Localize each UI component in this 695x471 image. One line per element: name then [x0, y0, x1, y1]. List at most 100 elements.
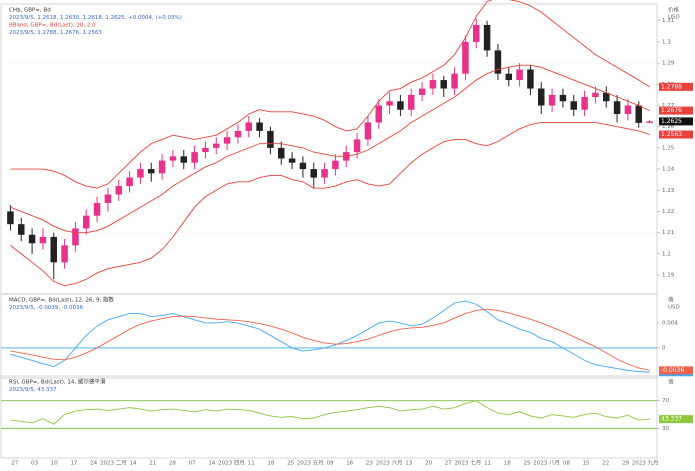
x-tick-label: 27	[11, 461, 18, 467]
candle-body	[462, 41, 469, 74]
candle-body	[28, 234, 36, 244]
axis-title: 价格	[668, 6, 680, 14]
x-tick-label: 09	[327, 461, 334, 467]
x-tick-label: 08	[563, 461, 570, 467]
y-tick-label: 0	[662, 345, 666, 351]
x-tick-label: 29	[622, 461, 629, 467]
candle-body	[39, 236, 47, 244]
x-tick-label: 2023 九月	[632, 459, 659, 467]
x-tick-label: 23	[366, 461, 373, 467]
candle-body	[397, 101, 404, 110]
candle-body	[191, 152, 198, 163]
candle-body	[50, 236, 57, 263]
candle-body	[332, 160, 339, 170]
panel-label: CH$, GBP=, Bd	[9, 8, 51, 14]
candle-body	[115, 186, 122, 195]
x-tick-label: 2023 六月	[376, 459, 403, 467]
y-tick-label: 1.21	[662, 230, 674, 236]
y-tick-label: 1.2	[662, 251, 671, 257]
axis-title: 值	[668, 296, 674, 304]
x-tick-label: 10	[51, 461, 58, 467]
x-tick-label: 07	[189, 461, 196, 467]
x-tick-label: 2023 七月	[455, 459, 482, 467]
candle-body	[180, 156, 187, 163]
candle-body	[559, 94, 567, 102]
x-tick-label: 22	[602, 461, 609, 467]
candle-body	[592, 92, 599, 98]
panel-label: 2023/9/5, -0.0039, -0.0036	[9, 305, 84, 311]
x-tick-label: 20	[425, 461, 432, 467]
x-tick-label: 11	[248, 461, 255, 467]
candle-body	[646, 121, 653, 123]
x-tick-label: 2023 八月	[533, 460, 560, 467]
candle-body	[375, 105, 382, 123]
x-tick-label: 2023 四月	[218, 460, 245, 467]
candle-body	[473, 24, 480, 42]
candle-body	[267, 130, 274, 148]
series-line	[10, 308, 650, 371]
x-tick-label: 2023 五月	[297, 460, 324, 467]
panel-label: 2023/9/5, 1.2788, 1.2676, 1.2563	[9, 30, 102, 36]
last-value-tag: 1.2788	[661, 83, 682, 90]
candle-body	[288, 158, 296, 163]
x-tick-label: 27	[445, 461, 452, 467]
panel-label: 2023/9/5, 43.337	[9, 387, 57, 393]
x-tick-label: 21	[149, 461, 156, 467]
last-value-tag: 1.2676	[661, 107, 682, 114]
y-tick-label: 1.19	[662, 273, 675, 279]
y-tick-label: 1.29	[662, 61, 675, 67]
candle-body	[548, 94, 556, 106]
last-value-tag-bg	[659, 130, 693, 139]
y-tick-label: 1.27	[662, 103, 675, 109]
candle-body	[386, 101, 393, 106]
x-tick-label: 18	[504, 461, 511, 467]
x-tick-label: 24	[90, 461, 97, 467]
x-tick-label: 18	[267, 461, 274, 467]
y-tick-label: 1.26	[662, 124, 675, 130]
candle-body	[429, 80, 437, 89]
candle-body	[72, 228, 79, 246]
series-line	[10, 0, 650, 189]
axis-title: USD	[668, 305, 680, 311]
candle-body	[310, 169, 317, 178]
candle-body	[408, 94, 415, 110]
candle-body	[234, 130, 242, 138]
panel-label: MACD, GBP=, Bd(Last), 12, 26, 9, 指数	[9, 296, 114, 304]
panel-label: 2023/9/5, 1.2618, 1.2630, 1.2618, 1.2625…	[9, 15, 182, 21]
x-tick-label: 13	[405, 461, 412, 467]
candle-body	[213, 143, 220, 148]
candle-body	[364, 122, 372, 140]
candle-body	[256, 122, 263, 131]
axis-title: USD	[668, 15, 680, 21]
candle-body	[83, 215, 90, 229]
axis-title: 值	[668, 378, 674, 386]
candle-body	[603, 92, 610, 102]
series-line	[10, 300, 650, 373]
y-tick-label: 70	[662, 398, 669, 404]
y-tick-label: 1.25	[662, 145, 675, 151]
x-tick-label: 14	[208, 461, 215, 467]
candle-body	[93, 202, 101, 216]
candle-body	[137, 169, 144, 178]
y-tick-label: 1.23	[662, 188, 675, 194]
candle-body	[624, 105, 632, 114]
y-tick-label: 1.22	[662, 209, 674, 215]
y-tick-label: 1.3	[662, 39, 671, 45]
candle-body	[18, 224, 25, 235]
candle-body	[245, 122, 252, 131]
candle-body	[7, 211, 14, 225]
candle-body	[494, 50, 502, 74]
candle-body	[169, 156, 177, 161]
y-tick-label: 0.004	[662, 320, 678, 326]
candle-body	[505, 73, 512, 81]
candle-body	[278, 147, 285, 159]
last-value-tag-bg	[659, 106, 693, 115]
candle-body	[527, 69, 534, 89]
x-tick-label: 28	[169, 461, 176, 467]
y-tick-label: 1.24	[662, 167, 675, 173]
series-line	[10, 64, 650, 234]
candle-body	[538, 88, 545, 106]
candle-body	[635, 105, 642, 123]
